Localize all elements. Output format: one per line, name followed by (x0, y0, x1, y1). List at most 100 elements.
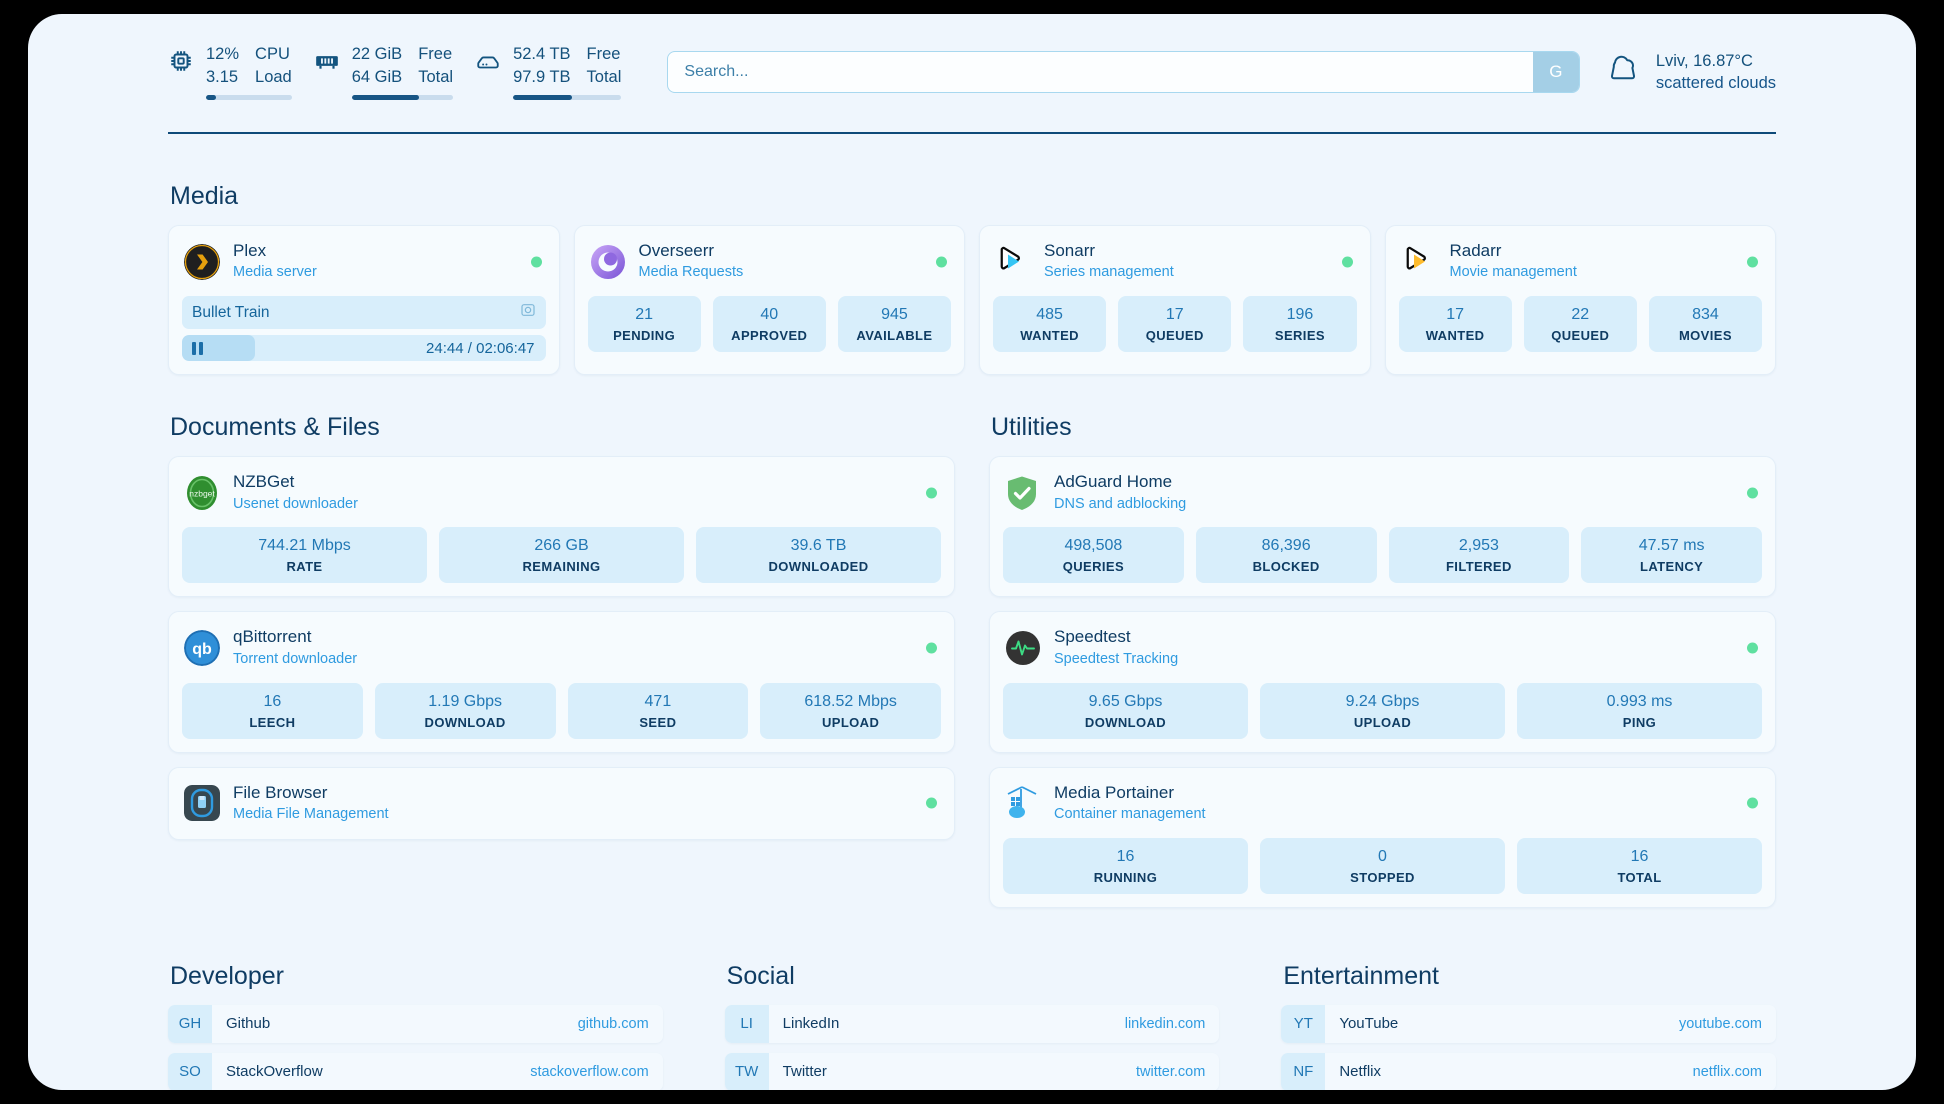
stat-memory: 22 GiB Free 64 GiB Total (314, 44, 454, 100)
stat-label: TOTAL (1617, 869, 1662, 885)
card-subtitle: Series management (1044, 264, 1174, 281)
playback-progress-bar[interactable]: 24:44 / 02:06:47 (182, 335, 546, 362)
bookmark-item[interactable]: LI LinkedIn linkedin.com (724, 1004, 1220, 1043)
service-card-adguard-home[interactable]: AdGuard Home DNS and adblocking 498,508 … (989, 456, 1776, 598)
adguard-icon (1005, 475, 1041, 511)
stat-value: 47.57 ms (1638, 537, 1705, 555)
cpu-usage-bar (206, 94, 292, 100)
sonarr-icon (995, 244, 1031, 280)
documents-cards: nzbget NZBGet Usenet downloader 74 (168, 456, 955, 840)
header: 12% CPU 3.15 Load (28, 14, 1916, 106)
stat-tile: 0.993 ms PING (1517, 682, 1762, 739)
utilities-cards: AdGuard Home DNS and adblocking 498,508 … (989, 456, 1776, 908)
stat-label: MOVIES (1678, 328, 1732, 344)
card-subtitle: Torrent downloader (233, 650, 358, 667)
bookmark-item[interactable]: YT YouTube youtube.com (1281, 1004, 1776, 1043)
stat-tile: 1.19 Gbps DOWNLOAD (374, 682, 556, 739)
stat-value: 16 (1630, 847, 1649, 865)
stat-value: 9.24 Gbps (1345, 692, 1420, 710)
bookmark-item[interactable]: GH Github github.com (168, 1004, 663, 1043)
cpu-value-2: 3.15 (206, 67, 239, 86)
disk-value-2: 97.9 TB (513, 67, 571, 86)
bookmark-item[interactable]: NF Netflix netflix.com (1281, 1052, 1776, 1090)
search-engine-button[interactable]: G (1532, 52, 1579, 92)
status-badge (1747, 797, 1758, 809)
stat-label: QUERIES (1062, 559, 1125, 575)
stat-tile: 17 QUEUED (1118, 296, 1232, 353)
service-card-file-browser[interactable]: File Browser Media File Management (168, 766, 955, 840)
stat-label: STOPPED (1350, 869, 1415, 885)
bookmark-name: YouTube (1339, 1015, 1399, 1033)
stat-tile: 266 GB REMAINING (439, 527, 684, 584)
stat-value: 834 (1692, 306, 1719, 324)
card-subtitle: DNS and adblocking (1054, 495, 1187, 512)
stat-value: 485 (1036, 306, 1063, 324)
service-card-nzbget[interactable]: nzbget NZBGet Usenet downloader 74 (168, 456, 955, 598)
stat-tile: 834 MOVIES (1648, 296, 1763, 353)
memory-label-2: Total (418, 67, 454, 86)
bookmark-url: linkedin.com (1124, 1015, 1206, 1032)
card-title: Radarr (1449, 241, 1502, 260)
bookmark-group-developer: Developer GH Github github.com SO StackO… (168, 914, 663, 1090)
stat-disk: 52.4 TB Free 97.9 TB Total (475, 44, 622, 100)
cloud-icon (1602, 53, 1642, 92)
card-subtitle: Movie management (1449, 264, 1577, 281)
now-playing-row[interactable]: Bullet Train (182, 296, 546, 330)
service-card-sonarr[interactable]: Sonarr Series management 485 WANTED 17 Q… (979, 225, 1371, 376)
pause-icon[interactable] (192, 341, 203, 355)
disk-label-2: Total (586, 67, 622, 86)
service-card-overseerr[interactable]: Overseerr Media Requests 21 PENDING 40 A… (573, 225, 965, 376)
system-stats: 12% CPU 3.15 Load (168, 44, 622, 100)
service-card-radarr[interactable]: Radarr Movie management 17 WANTED 22 QUE… (1384, 225, 1776, 376)
stat-tile: 9.24 Gbps UPLOAD (1260, 682, 1505, 739)
stat-value: 16 (263, 692, 282, 710)
speedtest-icon (1005, 630, 1041, 666)
stat-label: AVAILABLE (856, 328, 933, 344)
bookmark-name: Twitter (782, 1063, 827, 1081)
service-card-speedtest[interactable]: Speedtest Speedtest Tracking 9.65 Gbps D… (989, 611, 1776, 753)
qbittorrent-icon: qb (184, 630, 220, 667)
bookmark-item[interactable]: TW Twitter twitter.com (724, 1052, 1220, 1090)
stat-value: 22 (1571, 306, 1590, 324)
stat-tile: 16 LEECH (182, 682, 363, 739)
stat-label: WANTED (1020, 328, 1079, 344)
service-card-qbittorrent[interactable]: qb qBittorrent Torrent downloader (168, 611, 955, 753)
now-playing-title: Bullet Train (192, 303, 270, 321)
radarr-icon (1401, 244, 1437, 280)
bookmark-abbr: YT (1281, 1004, 1326, 1043)
disk-label-1: Free (586, 45, 621, 64)
memory-value-2: 64 GiB (351, 67, 403, 86)
card-subtitle: Container management (1054, 806, 1206, 823)
service-card-media-portainer[interactable]: Media Portainer Container management 16 … (989, 766, 1776, 908)
search-box[interactable]: G (667, 51, 1580, 93)
stat-tile: 196 SERIES (1243, 296, 1357, 353)
stat-label: DOWNLOAD (1084, 714, 1167, 730)
cast-icon[interactable] (520, 302, 536, 323)
bookmark-item[interactable]: SO StackOverflow stackoverflow.com (168, 1052, 663, 1090)
service-card-plex[interactable]: Plex Media server Bullet Train (168, 225, 560, 376)
stat-tile: 0 STOPPED (1260, 837, 1505, 894)
stat-tiles: 16 RUNNING 0 STOPPED 16 TOTAL (1003, 837, 1762, 894)
stat-value: 17 (1165, 306, 1184, 324)
search-input[interactable] (668, 52, 1533, 92)
card-title: qBittorrent (233, 627, 312, 647)
stat-value: 0 (1378, 847, 1387, 865)
bookmark-url: netflix.com (1692, 1063, 1762, 1080)
stat-label: LATENCY (1640, 559, 1704, 575)
stat-value: 498,508 (1064, 537, 1123, 555)
bookmark-group-title: Developer (170, 961, 284, 990)
section-title-utilities: Utilities (991, 413, 1072, 442)
stat-value: 16 (1116, 847, 1135, 865)
stat-label: QUEUED (1551, 328, 1610, 344)
stat-value: 40 (760, 306, 779, 324)
bookmark-abbr: GH (168, 1004, 212, 1043)
stat-tiles: 9.65 Gbps DOWNLOAD 9.24 Gbps UPLOAD 0.99… (1003, 682, 1762, 739)
cpu-icon (168, 48, 194, 79)
nzbget-icon: nzbget (184, 475, 220, 511)
bookmark-name: Github (226, 1015, 271, 1033)
card-title: AdGuard Home (1054, 472, 1173, 492)
stat-tile: 17 WANTED (1398, 296, 1512, 353)
card-title: Sonarr (1044, 241, 1096, 260)
stat-tile: 40 APPROVED (712, 296, 826, 353)
stat-tiles: 485 WANTED 17 QUEUED 196 SERIES (993, 296, 1357, 353)
